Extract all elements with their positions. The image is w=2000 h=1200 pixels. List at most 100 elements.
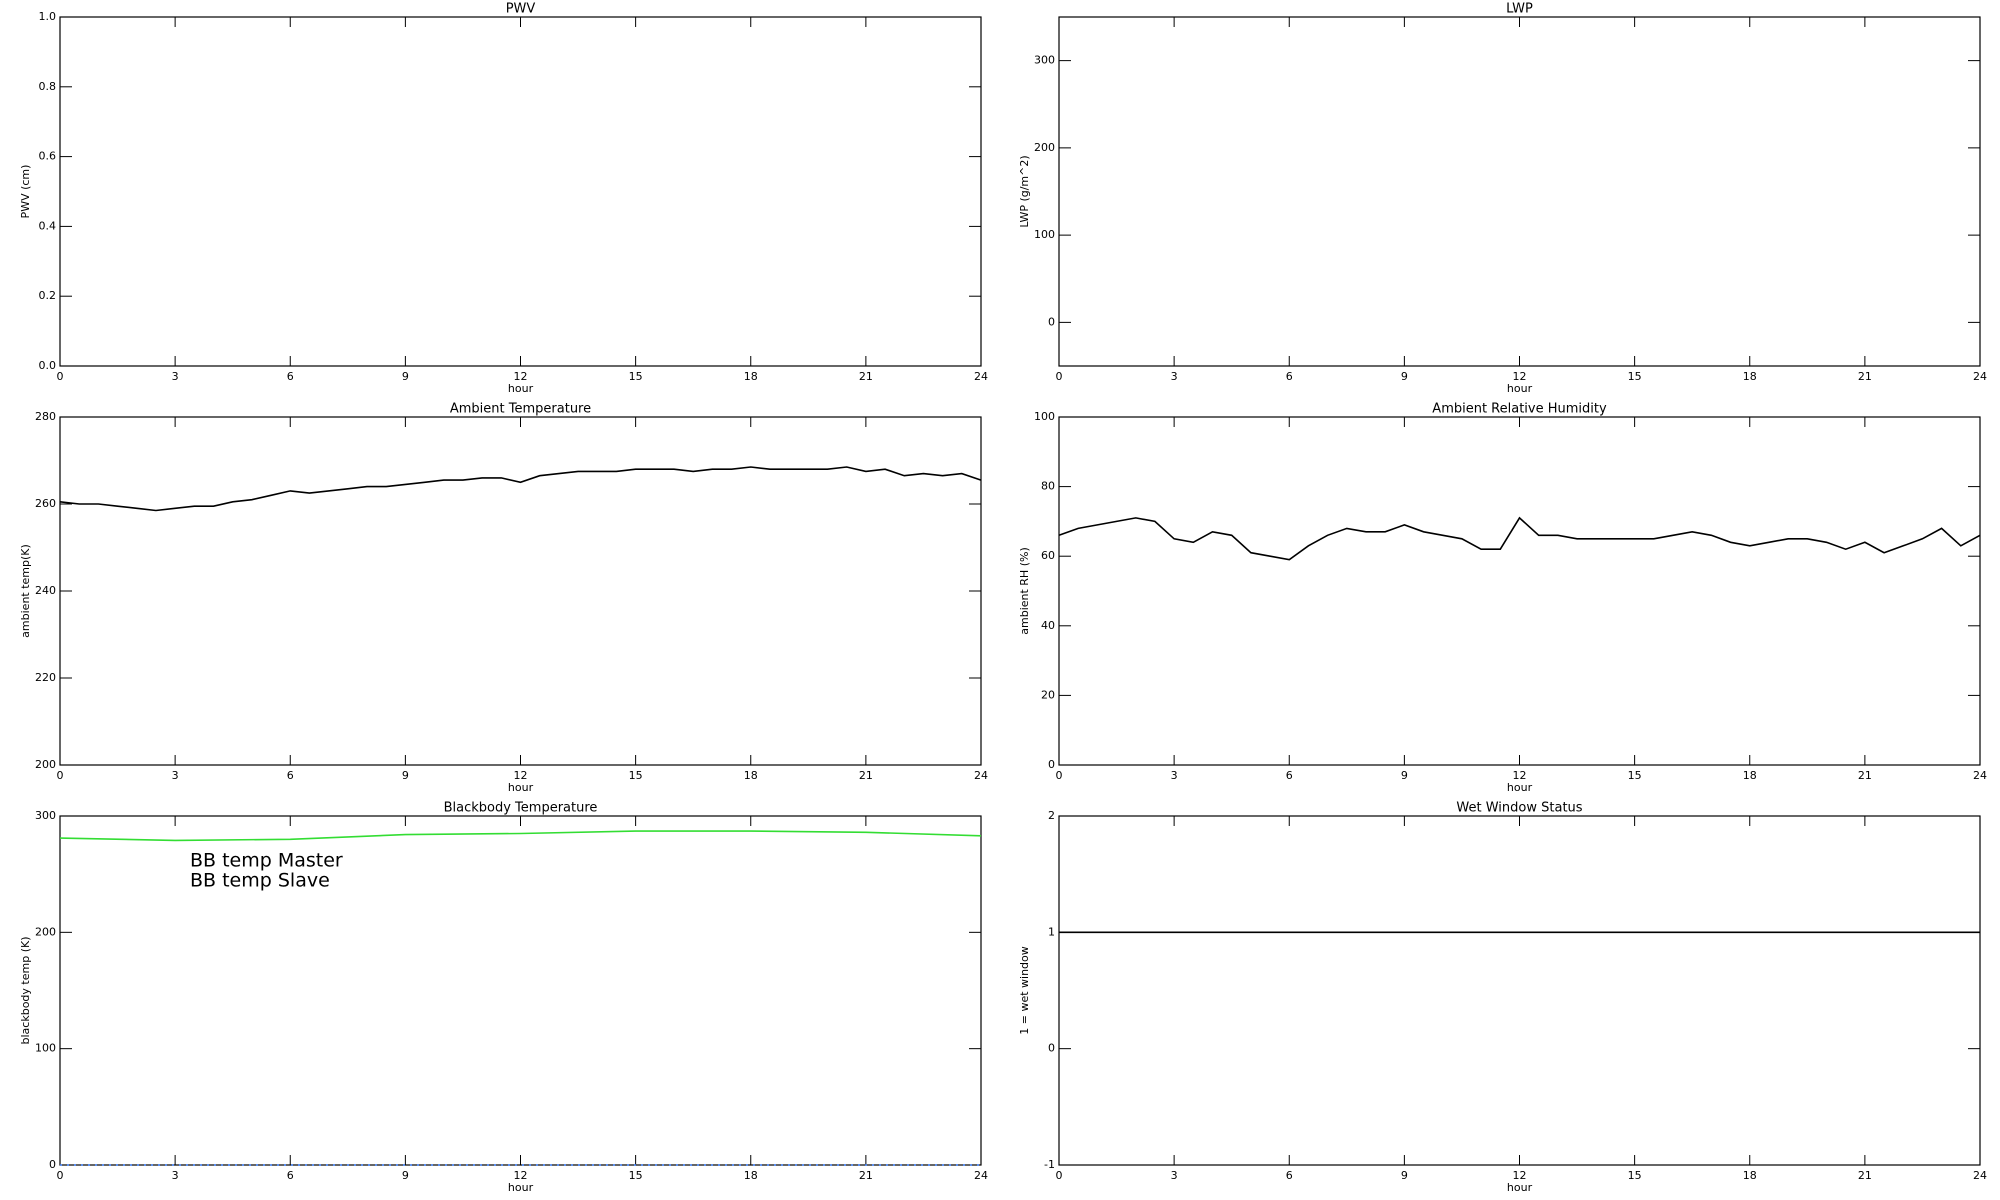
y-axis-label: blackbody temp (K) xyxy=(19,937,32,1045)
x-tick-label: 18 xyxy=(1743,1169,1757,1182)
x-tick-label: 15 xyxy=(629,769,643,782)
y-axis-label: PWV (cm) xyxy=(19,165,32,219)
x-tick-label: 0 xyxy=(1056,769,1063,782)
x-tick-label: 9 xyxy=(402,370,409,383)
y-tick-label: 0 xyxy=(1048,1042,1055,1055)
x-tick-label: 18 xyxy=(744,769,758,782)
x-tick-label: 9 xyxy=(1401,1169,1408,1182)
x-tick-label: 9 xyxy=(1401,370,1408,383)
x-tick-label: 24 xyxy=(974,370,988,383)
x-tick-label: 12 xyxy=(1513,1169,1527,1182)
x-tick-label: 6 xyxy=(287,1169,294,1182)
x-axis-label: hour xyxy=(1507,1181,1533,1194)
x-tick-label: 0 xyxy=(57,769,64,782)
x-tick-label: 3 xyxy=(172,769,179,782)
y-tick-label: 20 xyxy=(1041,688,1055,701)
y-tick-label: 100 xyxy=(1034,410,1055,423)
x-tick-label: 24 xyxy=(974,1169,988,1182)
y-tick-label: 100 xyxy=(1034,228,1055,241)
y-tick-label: 0.6 xyxy=(39,150,57,163)
plot-frame xyxy=(59,416,982,766)
y-tick-label: 0.2 xyxy=(39,289,57,302)
chart-title: Blackbody Temperature xyxy=(444,801,598,816)
legend-entry: BB temp Slave xyxy=(190,870,330,892)
x-tick-label: 21 xyxy=(1858,769,1872,782)
x-tick-label: 0 xyxy=(1056,370,1063,383)
y-tick-label: 0.8 xyxy=(39,80,57,93)
y-tick-label: 220 xyxy=(35,671,56,684)
chart-title: LWP xyxy=(1506,2,1533,17)
y-tick-label: 80 xyxy=(1041,480,1055,493)
x-tick-label: 18 xyxy=(744,370,758,383)
x-tick-label: 21 xyxy=(859,769,873,782)
x-tick-label: 15 xyxy=(1628,1169,1642,1182)
x-tick-label: 21 xyxy=(859,1169,873,1182)
x-tick-label: 15 xyxy=(1628,769,1642,782)
plot-frame xyxy=(1058,815,1981,1166)
y-axis-label: ambient temp(K) xyxy=(19,544,32,638)
x-tick-label: 24 xyxy=(1973,769,1987,782)
x-tick-label: 3 xyxy=(1171,769,1178,782)
y-tick-label: 0 xyxy=(1048,315,1055,328)
y-tick-label: 240 xyxy=(35,584,56,597)
x-tick-label: 0 xyxy=(1056,1169,1063,1182)
x-tick-label: 12 xyxy=(514,370,528,383)
x-tick-label: 9 xyxy=(402,769,409,782)
y-tick-label: 0.0 xyxy=(39,359,57,372)
x-tick-label: 6 xyxy=(1286,1169,1293,1182)
y-tick-label: 200 xyxy=(35,758,56,771)
y-tick-label: 40 xyxy=(1041,619,1055,632)
y-tick-label: 260 xyxy=(35,497,56,510)
x-tick-label: 3 xyxy=(172,1169,179,1182)
x-tick-label: 12 xyxy=(1513,370,1527,383)
y-tick-label: -1 xyxy=(1044,1158,1055,1171)
x-tick-label: 6 xyxy=(1286,769,1293,782)
x-tick-label: 0 xyxy=(57,1169,64,1182)
x-axis-label: hour xyxy=(508,382,534,395)
x-tick-label: 15 xyxy=(629,370,643,383)
x-tick-label: 0 xyxy=(57,370,64,383)
x-tick-label: 18 xyxy=(1743,370,1757,383)
y-axis-label: LWP (g/m^2) xyxy=(1018,155,1031,227)
x-tick-label: 3 xyxy=(1171,1169,1178,1182)
y-tick-label: 0 xyxy=(49,1158,56,1171)
x-axis-label: hour xyxy=(1507,382,1533,395)
x-tick-label: 24 xyxy=(1973,1169,1987,1182)
data-line xyxy=(1058,516,1981,561)
y-tick-label: 60 xyxy=(1041,549,1055,562)
x-tick-label: 21 xyxy=(1858,1169,1872,1182)
x-tick-label: 12 xyxy=(514,1169,528,1182)
x-tick-label: 6 xyxy=(287,370,294,383)
y-tick-label: 0.4 xyxy=(39,219,57,232)
x-tick-label: 24 xyxy=(974,769,988,782)
x-axis-label: hour xyxy=(1507,781,1533,794)
chart-title: Wet Window Status xyxy=(1456,801,1582,816)
data-line xyxy=(59,466,982,512)
chart-title: Ambient Relative Humidity xyxy=(1432,402,1607,417)
data-line xyxy=(59,830,982,842)
y-axis-label: 1 = wet window xyxy=(1018,946,1031,1035)
y-axis-label: ambient RH (%) xyxy=(1018,547,1031,635)
x-tick-label: 6 xyxy=(287,769,294,782)
x-tick-label: 15 xyxy=(629,1169,643,1182)
x-tick-label: 18 xyxy=(744,1169,758,1182)
y-tick-label: 1.0 xyxy=(39,10,57,23)
y-tick-label: 0 xyxy=(1048,758,1055,771)
x-tick-label: 21 xyxy=(1858,370,1872,383)
x-tick-label: 18 xyxy=(1743,769,1757,782)
x-tick-label: 9 xyxy=(402,1169,409,1182)
plot-frame xyxy=(1058,416,1981,766)
y-tick-label: 100 xyxy=(35,1042,56,1055)
chart-title: Ambient Temperature xyxy=(450,402,591,417)
y-tick-label: 2 xyxy=(1048,809,1055,822)
x-tick-label: 24 xyxy=(1973,370,1987,383)
x-tick-label: 3 xyxy=(1171,370,1178,383)
plot-frame xyxy=(59,16,982,367)
y-tick-label: 300 xyxy=(1034,54,1055,67)
plot-frame xyxy=(1058,16,1981,367)
chart-title: PWV xyxy=(506,2,536,17)
x-tick-label: 3 xyxy=(172,370,179,383)
x-axis-label: hour xyxy=(508,1181,534,1194)
x-tick-label: 9 xyxy=(1401,769,1408,782)
